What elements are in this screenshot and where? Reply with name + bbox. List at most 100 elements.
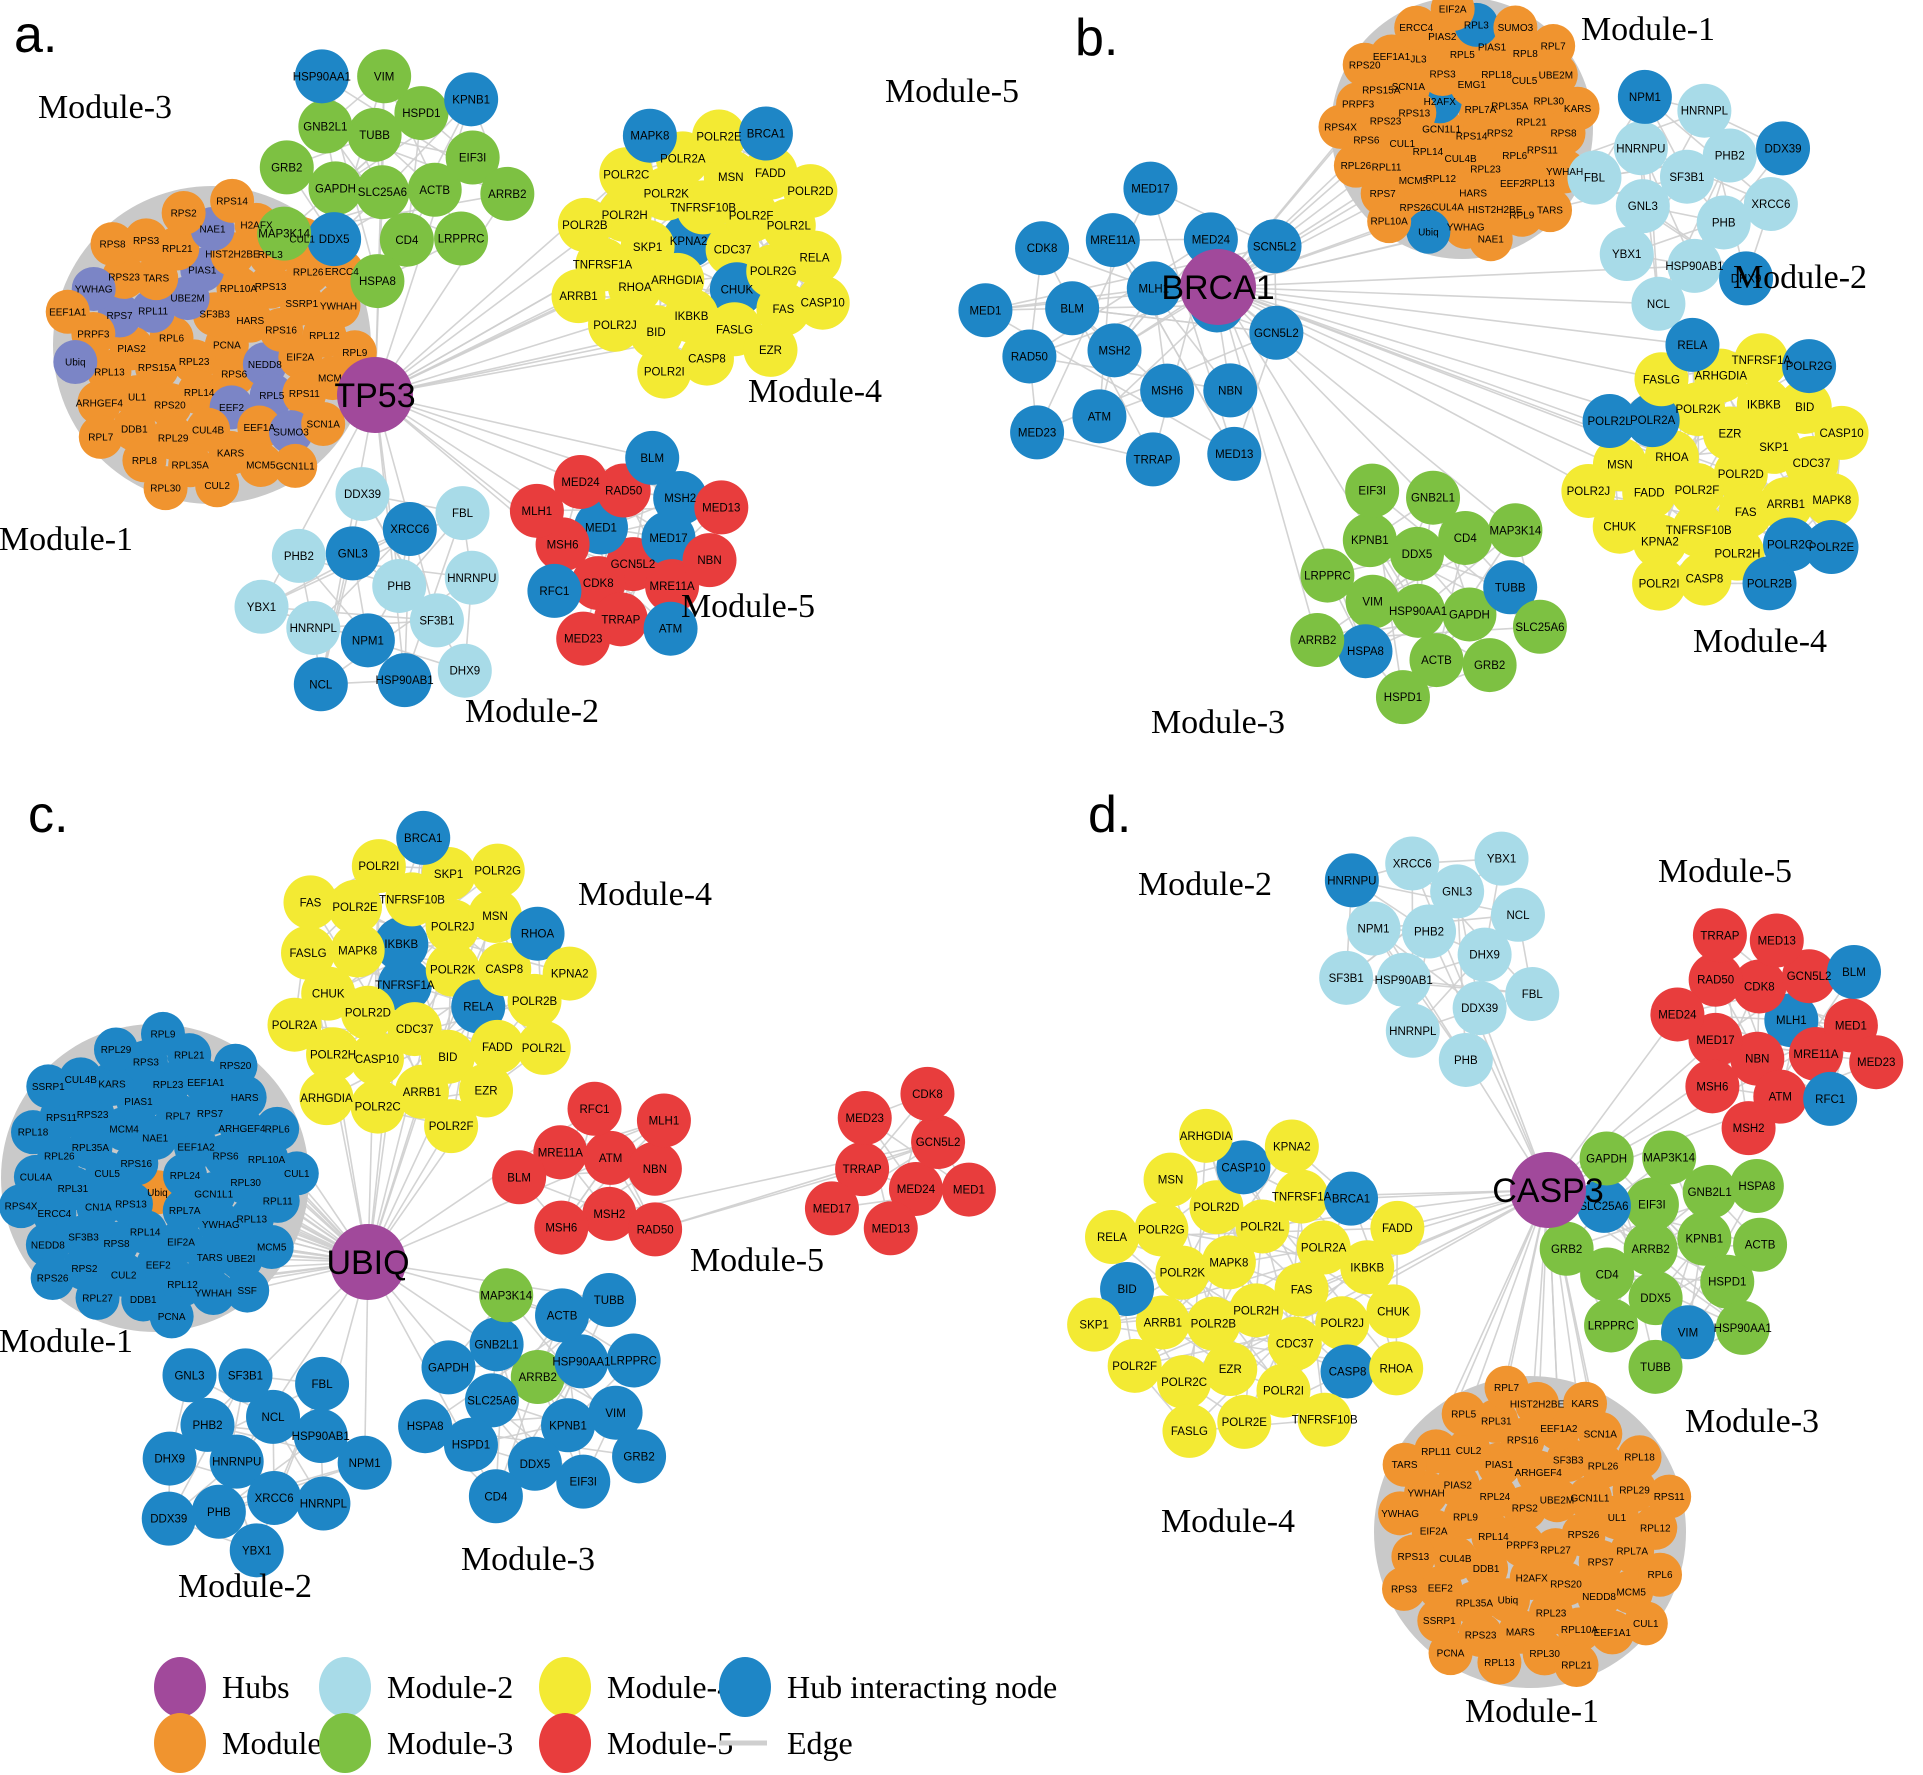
node-label: MSN — [718, 172, 744, 184]
node-label: RPL14 — [130, 1227, 161, 1238]
node-TUBB — [347, 107, 402, 162]
node-label: MED1 — [1835, 1020, 1867, 1032]
node-HSP90AA1 — [1715, 1300, 1770, 1355]
node-TRRAP — [835, 1142, 890, 1197]
node-RPS2 — [161, 190, 206, 235]
node-label: POLR2C — [603, 169, 649, 181]
node-label: HIST2H2BE — [1510, 1399, 1565, 1410]
node-SLC25A6 — [1512, 599, 1567, 654]
node-NCL — [1631, 276, 1686, 331]
node-label: RPS7 — [106, 311, 133, 322]
node-MED13 — [863, 1201, 918, 1256]
node-label: HSP90AB1 — [376, 675, 434, 687]
node-label: RPL9 — [1453, 1513, 1478, 1524]
node-RPL27 — [75, 1275, 120, 1320]
node-label: CDC37 — [1793, 458, 1831, 470]
node-label: TNFRSF1A — [573, 260, 633, 272]
node-label: MSH2 — [593, 1209, 625, 1221]
node-MED17 — [1123, 161, 1178, 216]
node-label: RPL30 — [1533, 97, 1564, 108]
node-POLR2G — [1134, 1202, 1189, 1257]
node-DDX5 — [307, 212, 362, 267]
node-label: TRRAP — [843, 1164, 882, 1176]
node-MCM5 — [238, 442, 283, 487]
node-label: MED13 — [702, 502, 740, 514]
node-ERCC4 — [1394, 5, 1439, 50]
node-SSF — [225, 1268, 270, 1313]
node-label: EIF2A — [167, 1237, 195, 1248]
node-label: POLR2E — [696, 132, 742, 144]
node-label: NEDD8 — [248, 360, 282, 371]
node-KPNA2 — [1264, 1119, 1319, 1174]
node-label: MED24 — [897, 1184, 936, 1196]
node-label: RPL24 — [170, 1171, 201, 1182]
node-label: RHOA — [1655, 452, 1689, 464]
node-HNRNPU — [1324, 853, 1379, 908]
node-label: POLR2K — [430, 965, 476, 977]
node-label: RPL14 — [1413, 147, 1444, 158]
node-NCL — [246, 1389, 301, 1444]
node-label: ARRB2 — [488, 189, 526, 201]
node-label: YWHAH — [1407, 1489, 1444, 1500]
node-label: SSRP1 — [32, 1082, 65, 1093]
node-RPL21 — [1554, 1643, 1599, 1688]
node-label: RPL3 — [258, 250, 283, 261]
node-label: RPS11 — [1527, 145, 1558, 156]
node-label: POLR2F — [1675, 485, 1720, 497]
node-label: RPL30 — [1529, 1649, 1560, 1660]
node-label: GAPDH — [1449, 609, 1490, 621]
node-RPS14 — [210, 178, 255, 223]
node-label: SLC25A6 — [467, 1395, 516, 1407]
node-label: GAPDH — [1586, 1153, 1627, 1165]
node-CASP8 — [1320, 1344, 1375, 1399]
legend-swatch-Module-5 — [539, 1713, 591, 1773]
node-POLR2E — [692, 109, 747, 164]
node-label: FADD — [1382, 1223, 1413, 1235]
node-label: PIAS2 — [1444, 1481, 1473, 1492]
node-label: SF3B3 — [199, 310, 230, 321]
node-MAP3K14 — [1642, 1130, 1697, 1185]
node-EEF1A1 — [1590, 1610, 1635, 1655]
node-HSPA8 — [1729, 1159, 1784, 1213]
node-label: RPS13 — [115, 1200, 147, 1211]
node-label: CD4 — [395, 235, 419, 247]
node-label: POLR2E — [1222, 1417, 1268, 1429]
node-RELA — [1665, 317, 1720, 372]
node-label: TUBB — [1495, 582, 1526, 594]
node-label: EIF2A — [1439, 5, 1467, 16]
node-HNRNPL — [296, 1476, 351, 1531]
node-label: YBX1 — [1487, 854, 1516, 866]
node-FASLG — [1162, 1403, 1217, 1458]
node-DHX9 — [437, 643, 492, 698]
node-TRRAP — [1125, 432, 1180, 487]
node-GRB2 — [612, 1429, 667, 1484]
node-label: RPL23 — [179, 357, 210, 368]
node-label: ATM — [599, 1153, 622, 1165]
node-label: PRPF3 — [1506, 1540, 1539, 1551]
node-POLR2L — [1582, 394, 1637, 449]
node-label: MED17 — [1131, 184, 1169, 196]
node-EIF2A — [1430, 0, 1475, 32]
node-label: FBL — [1522, 989, 1544, 1001]
node-label: KPNB1 — [1685, 1234, 1723, 1246]
node-TARS — [187, 1235, 232, 1280]
node-label: ACTB — [547, 1310, 578, 1322]
node-label: SCN1A — [1392, 82, 1426, 93]
node-label: HSP90AA1 — [552, 1356, 610, 1368]
node-POLR2G — [1782, 339, 1837, 394]
node-label: RPL12 — [1640, 1523, 1671, 1534]
node-label: POLR2J — [431, 921, 474, 933]
legend-swatch-Module-4 — [539, 1657, 591, 1717]
node-CD4 — [468, 1469, 523, 1524]
node-label: MED1 — [969, 305, 1001, 317]
node-label: NBN — [1218, 385, 1242, 397]
legend-label: Module-4 — [607, 1669, 733, 1705]
node-label: DHX9 — [449, 666, 480, 678]
node-ACTB — [1409, 633, 1464, 688]
node-MAPK8 — [1804, 473, 1859, 528]
node-label: EEF1A1 — [1373, 52, 1411, 63]
node-Ubiq — [53, 340, 98, 385]
node-label: ARHGDIA — [1180, 1131, 1233, 1143]
node-label: CDK8 — [1027, 243, 1058, 255]
node-label: FADD — [1634, 488, 1665, 500]
